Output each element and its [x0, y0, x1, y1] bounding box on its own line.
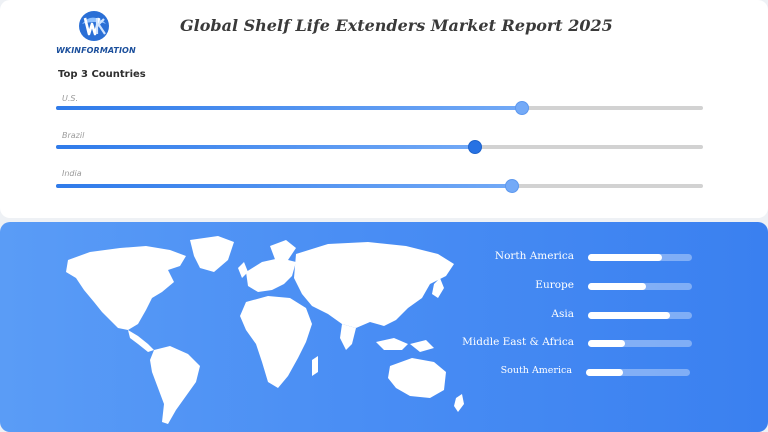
region-label-middle-east-africa: Middle East & Africa	[462, 336, 574, 348]
regions-panel: North America Europe Asia Middle East & …	[0, 222, 768, 432]
country-slider-india[interactable]	[56, 179, 703, 193]
region-fill	[588, 254, 662, 261]
region-bar-south-america	[586, 369, 690, 376]
region-fill	[586, 369, 624, 376]
country-slider-us[interactable]	[56, 101, 703, 115]
globe-logo-icon	[79, 11, 109, 41]
region-fill	[588, 283, 647, 290]
brand-logo: WKINFORMATION	[56, 10, 136, 58]
brand-name: WKINFORMATION	[56, 46, 136, 55]
region-bar-north-america	[588, 254, 692, 261]
world-map-icon	[66, 236, 464, 424]
page-title: Global Shelf Life Extenders Market Repor…	[180, 16, 613, 35]
slider-handle[interactable]	[505, 179, 520, 193]
region-label-north-america: North America	[494, 250, 574, 262]
region-bar-europe	[588, 283, 692, 290]
country-label-india: India	[62, 169, 82, 178]
slider-handle[interactable]	[467, 140, 482, 154]
region-label-south-america: South America	[500, 365, 572, 376]
region-label-asia: Asia	[551, 308, 574, 320]
region-fill	[588, 312, 671, 319]
region-label-europe: Europe	[535, 279, 574, 291]
slider-handle[interactable]	[514, 101, 529, 115]
country-slider-brazil[interactable]	[56, 140, 703, 154]
slider-fill	[56, 106, 522, 110]
country-label-brazil: Brazil	[62, 131, 85, 140]
country-label-us: U.S.	[62, 94, 79, 103]
region-fill	[588, 340, 626, 347]
region-bar-asia	[588, 312, 692, 319]
slider-fill	[56, 184, 513, 188]
countries-heading: Top 3 Countries	[58, 69, 146, 80]
top-card: WKINFORMATION Global Shelf Life Extender…	[0, 0, 768, 218]
slider-fill	[56, 145, 475, 149]
region-bar-middle-east-africa	[588, 340, 692, 347]
